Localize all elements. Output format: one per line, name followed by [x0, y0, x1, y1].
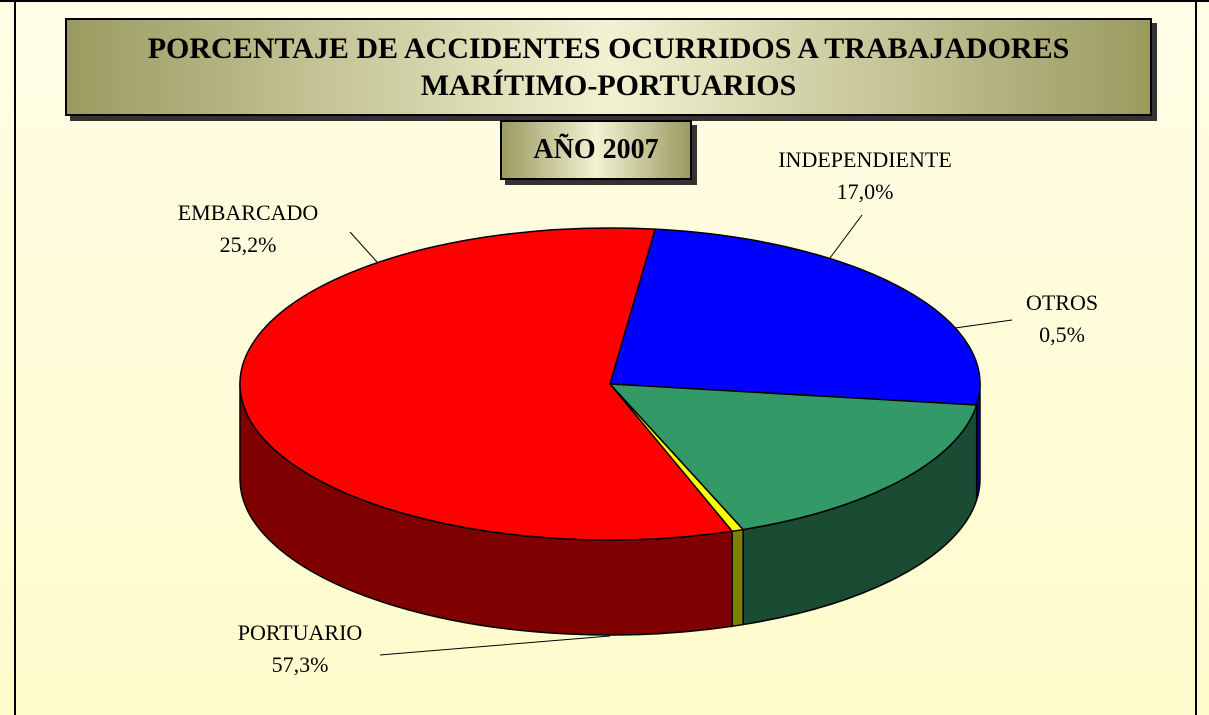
value-label: 0,5%	[1039, 322, 1085, 347]
chart-subtitle: AÑO 2007	[500, 120, 692, 180]
pie-slice	[239, 227, 734, 541]
category-label: EMBARCADO	[178, 200, 319, 225]
value-label: 57,3%	[272, 652, 329, 677]
pie-slice	[609, 228, 981, 406]
category-label: OTROS	[1026, 290, 1098, 315]
leader-line	[379, 635, 611, 656]
leader-line	[349, 231, 378, 263]
leader-line	[954, 319, 1013, 329]
value-label: 17,0%	[837, 179, 894, 204]
leader-line	[829, 214, 863, 259]
chart-title: PORCENTAJE DE ACCIDENTES OCURRIDOS A TRA…	[65, 18, 1152, 116]
category-label: INDEPENDIENTE	[778, 147, 952, 172]
category-label: PORTUARIO	[238, 620, 363, 645]
value-label: 25,2%	[220, 232, 277, 257]
pie-slice	[608, 383, 978, 531]
pie-side	[731, 528, 744, 628]
